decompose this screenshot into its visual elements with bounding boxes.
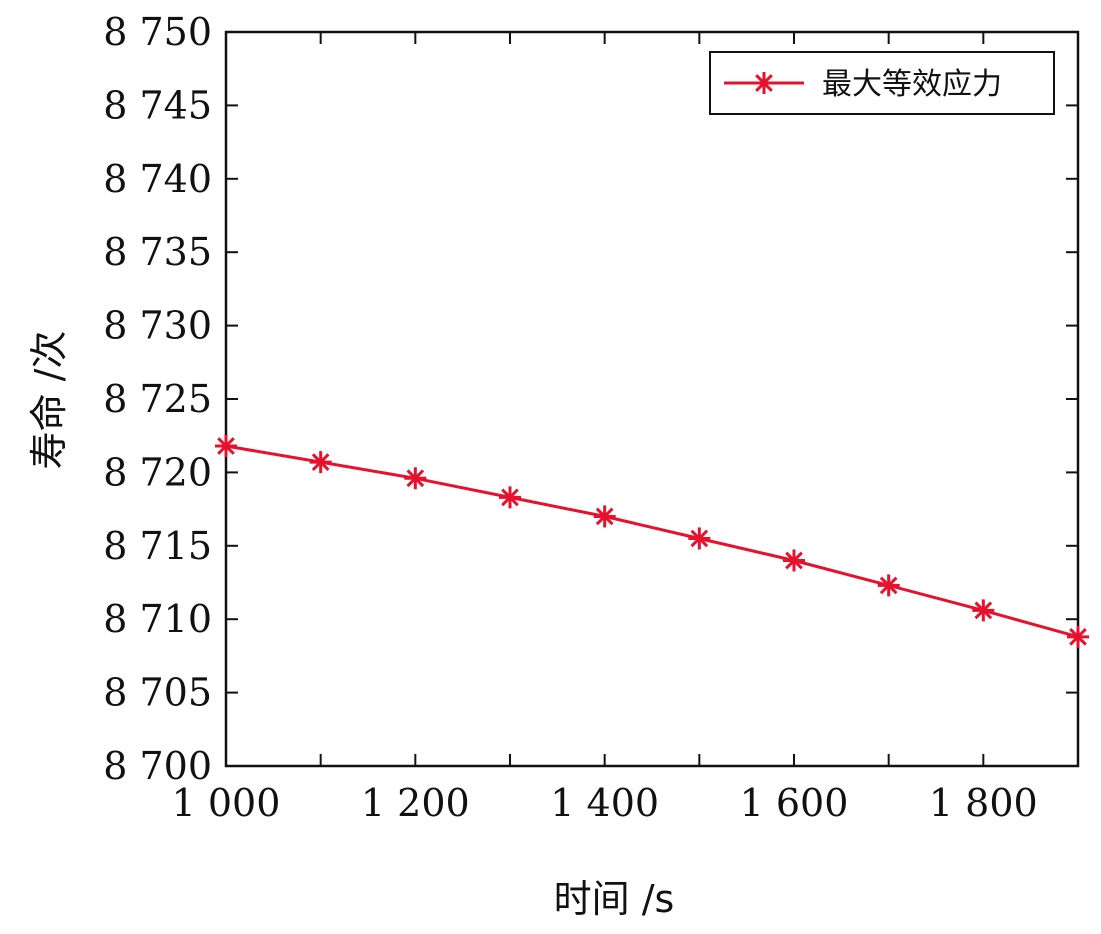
y-tick-label: 8 700 <box>103 744 212 788</box>
legend-label: 最大等效应力 <box>822 67 1002 102</box>
y-tick-label: 8 740 <box>103 157 212 201</box>
data-point <box>309 451 332 474</box>
x-axis-title: 时间 /s <box>554 877 675 921</box>
data-point <box>877 574 900 597</box>
y-tick-label: 8 715 <box>103 524 212 568</box>
data-point <box>972 599 995 622</box>
y-tick-label: 8 720 <box>103 450 212 494</box>
data-point <box>404 467 427 490</box>
marker-stroke <box>406 469 425 488</box>
marker-stroke <box>879 576 898 595</box>
legend-marker <box>753 72 775 94</box>
y-tick-label: 8 725 <box>103 377 212 421</box>
y-tick-label: 8 705 <box>103 671 212 715</box>
marker-stroke <box>311 453 330 471</box>
marker-stroke <box>755 74 773 92</box>
data-point <box>783 549 805 572</box>
data-point <box>688 527 711 550</box>
y-tick-label: 8 735 <box>103 230 212 274</box>
axes <box>224 30 1080 768</box>
data-point <box>1067 625 1089 648</box>
marker-stroke <box>690 529 709 548</box>
marker-stroke <box>595 507 614 526</box>
marker-stroke <box>785 551 803 570</box>
legend-marker-symbol <box>753 72 775 94</box>
x-tick-label: 1 400 <box>550 781 659 825</box>
y-tick-label: 8 745 <box>103 83 212 127</box>
x-tick-label: 1 800 <box>929 781 1038 825</box>
ticks: 1 000 1 200 1 400 1 600 1 800 8 700 8 705 8 710… <box>103 10 1079 825</box>
marker-stroke <box>217 437 235 455</box>
y-tick-label: 8 710 <box>103 597 212 641</box>
series-layer <box>215 434 1089 648</box>
data-point <box>593 505 616 528</box>
legend: 最大等效应力 <box>709 51 1055 115</box>
y-tick-label: 8 750 <box>103 10 212 54</box>
x-tick-label: 1 200 <box>361 781 470 825</box>
marker-stroke <box>501 488 519 507</box>
series-line <box>225 444 1079 639</box>
data-point <box>499 486 521 509</box>
plot-frame <box>224 30 1080 768</box>
y-tick-label: 8 730 <box>103 304 212 348</box>
data-point <box>215 434 237 457</box>
x-tick-label: 1 000 <box>172 781 281 825</box>
x-tick-label: 1 600 <box>740 781 849 825</box>
marker-stroke <box>974 601 993 620</box>
marker-stroke <box>1069 627 1087 646</box>
y-axis-title: 寿命 /次 <box>27 331 71 470</box>
